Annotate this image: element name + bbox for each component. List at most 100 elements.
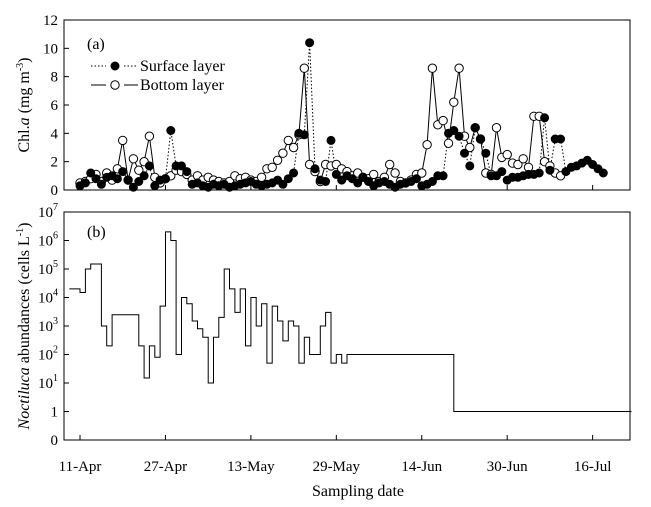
x-tick-label: 16-Jul	[574, 459, 612, 475]
surface-layer-point	[556, 134, 566, 144]
surface-layer-point	[476, 134, 485, 144]
surface-layer-point	[123, 175, 133, 185]
surface-layer-point	[427, 177, 437, 186]
surface-layer-point	[540, 113, 550, 123]
surface-layer-point	[331, 169, 341, 179]
noctiluca-abundance-line	[69, 231, 632, 412]
surface-layer-point	[326, 135, 336, 145]
panel-a-label: (a)	[87, 36, 105, 53]
surface-layer-point	[150, 181, 160, 191]
bottom-layer-point	[491, 123, 502, 133]
surface-layer-point	[454, 131, 464, 141]
surface-layer-point	[96, 179, 106, 189]
y-tick-label-a: 0	[51, 183, 59, 199]
bottom-layer-point	[288, 142, 299, 153]
surface-layer-point	[310, 164, 320, 174]
legend: Surface layer Bottom layer	[91, 58, 226, 94]
x-tick-label: 14-Jun	[401, 459, 442, 475]
y-tick-label-b: 1	[51, 405, 59, 421]
bottom-layer-point	[134, 165, 144, 175]
surface-layer-point	[289, 168, 299, 178]
legend-bottom-label: Bottom layer	[140, 77, 225, 94]
panel-b-label: (b)	[87, 224, 106, 241]
y-tick-label-a: 12	[43, 13, 58, 29]
y-tick-label-b: 102	[38, 345, 58, 364]
x-tick-label: 13-May	[227, 459, 275, 475]
y-tick-label-b: 101	[38, 373, 58, 392]
surface-layer-point	[545, 165, 555, 175]
bottom-layer-point	[417, 168, 427, 178]
surface-layer-point	[299, 130, 309, 140]
surface-layer-point	[91, 174, 101, 184]
surface-layer-point	[166, 126, 176, 135]
surface-layer-point	[321, 177, 331, 186]
y-tick-label-a: 4	[51, 126, 59, 142]
x-tick-label: 29-May	[313, 459, 361, 475]
surface-layer-point	[465, 161, 475, 171]
panel-a-series	[75, 38, 608, 192]
y-tick-label-a: 8	[51, 70, 59, 86]
surface-layer-point	[353, 178, 363, 188]
bottom-layer-point	[427, 63, 438, 73]
surface-layer-point	[470, 123, 480, 133]
y-tick-label-b: 105	[38, 259, 58, 278]
bottom-layer-point	[299, 63, 309, 73]
surface-layer-point	[144, 161, 154, 171]
y-tick-label-a: 10	[43, 41, 58, 57]
y-tick-label-b: 0	[51, 433, 59, 449]
y-tick-label-b: 104	[38, 288, 58, 307]
surface-layer-point	[449, 126, 459, 135]
surface-layer-point	[438, 171, 448, 181]
bottom-layer-point	[513, 159, 523, 170]
bottom-layer-point	[465, 142, 475, 153]
surface-layer-point	[139, 171, 149, 181]
surface-layer-point	[134, 177, 144, 186]
surface-layer-point	[112, 174, 122, 184]
surface-layer-point	[118, 167, 128, 177]
panel-a-ticks: 0 2 4 6 8 10 12	[43, 13, 594, 199]
y-tick-label-a: 6	[51, 98, 59, 114]
bottom-layer-point	[118, 135, 128, 146]
surface-layer-point	[177, 161, 186, 171]
legend-surface-label: Surface layer	[140, 58, 226, 75]
y-tick-label-b: 107	[38, 202, 58, 221]
panel-b-ticks: 0 1 101 102 103 104 105 106 107 11-Apr 27-Apr 13-Ma…	[38, 202, 611, 475]
bottom-layer-point	[502, 149, 512, 160]
bottom-layer-point	[278, 148, 288, 158]
y-tick-label-b: 103	[38, 316, 58, 335]
bottom-layer-point	[128, 154, 139, 164]
legend-bottom-marker	[110, 80, 120, 90]
y-tick-label-b: 106	[38, 231, 58, 250]
bottom-layer-point	[272, 155, 283, 166]
surface-layer-point	[481, 148, 491, 158]
surface-layer-point	[86, 168, 96, 178]
surface-layer-point	[80, 178, 90, 188]
bottom-layer-point	[369, 169, 379, 180]
panel-b-frame	[63, 211, 631, 441]
surface-layer-point	[460, 148, 469, 158]
surface-layer-point	[182, 167, 192, 177]
surface-layer-point	[305, 38, 315, 48]
surface-layer-point	[278, 179, 288, 189]
surface-layer-point	[283, 174, 293, 184]
x-tick-label: 30-Jun	[487, 459, 528, 475]
bottom-layer-point	[385, 159, 395, 170]
surface-layer-point	[534, 168, 544, 178]
bottom-layer-point	[144, 131, 155, 141]
bottom-layer-point	[518, 154, 528, 164]
bottom-layer-point	[390, 168, 400, 178]
bottom-layer-point	[256, 172, 267, 183]
y-axis-title-a: Chl.a (mg m-3)	[15, 57, 33, 152]
x-axis-title: Sampling date	[312, 483, 404, 500]
bottom-layer-point	[267, 162, 277, 173]
bottom-layer-point	[443, 138, 454, 149]
x-tick-label: 11-Apr	[59, 459, 102, 475]
surface-layer-point	[598, 168, 608, 178]
surface-layer-point	[161, 174, 170, 184]
bottom-layer-point	[449, 97, 459, 107]
y-axis-title-b: Noctiluca abundances (cells L-1)	[15, 223, 33, 431]
surface-layer-point	[497, 167, 507, 177]
bottom-layer-point	[438, 115, 448, 126]
